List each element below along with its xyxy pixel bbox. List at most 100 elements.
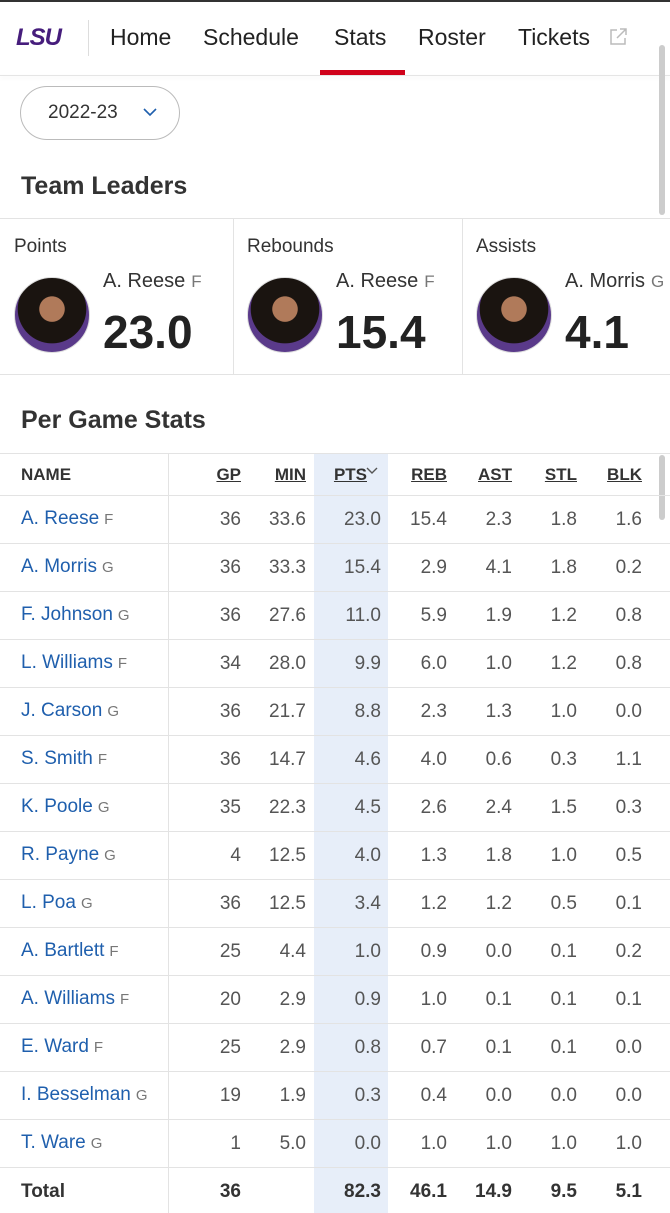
column-header[interactable]: MIN xyxy=(274,465,306,484)
stat-cell: 0.0 xyxy=(615,1085,642,1106)
nav-link[interactable]: Home xyxy=(110,24,172,50)
player-link[interactable]: E. Ward xyxy=(21,1036,89,1057)
stat-cell: 0.7 xyxy=(420,1037,447,1058)
stat-cell: 9.9 xyxy=(354,653,381,674)
position: G xyxy=(117,607,130,624)
position: F xyxy=(104,511,114,528)
player-link[interactable]: T. Ware xyxy=(21,1132,86,1153)
total-cell: 46.1 xyxy=(410,1181,447,1202)
nav-link[interactable]: Tickets xyxy=(518,24,590,50)
player-name[interactable]: A. Reese xyxy=(103,270,186,292)
stat-cell: 1.8 xyxy=(485,845,512,866)
position: G xyxy=(104,847,116,864)
stat-cell: 21.7 xyxy=(269,701,306,722)
season-selector[interactable] xyxy=(20,86,180,140)
stat-cell: 4.5 xyxy=(354,797,381,818)
player-name[interactable]: A. Reese xyxy=(336,270,419,292)
player-name[interactable]: A. Morris xyxy=(565,270,645,292)
stat-label: Points xyxy=(14,236,67,257)
stat-cell: 36 xyxy=(219,557,241,578)
stat-cell: 0.9 xyxy=(420,941,447,962)
nav-border xyxy=(0,75,670,76)
position: F xyxy=(93,1039,104,1056)
position: F xyxy=(424,272,435,291)
column-header: NAME xyxy=(21,465,72,484)
stat-cell: 12.5 xyxy=(269,893,306,914)
total-cell: 14.9 xyxy=(475,1181,512,1202)
column-header[interactable]: REB xyxy=(411,465,447,484)
stat-cell: 22.3 xyxy=(269,797,306,818)
player-link[interactable]: A. Reese xyxy=(21,508,100,529)
divider xyxy=(0,879,670,880)
stat-cell: 1.0 xyxy=(420,1133,447,1154)
stat-cell: 1.0 xyxy=(615,1133,642,1154)
divider xyxy=(0,1023,670,1024)
scrollbar xyxy=(659,45,665,215)
position: F xyxy=(117,655,128,672)
divider xyxy=(0,543,670,544)
divider xyxy=(0,1119,670,1120)
leader-name: A. Reese F xyxy=(103,270,202,293)
stat-cell: 1.6 xyxy=(615,509,642,530)
player-link[interactable]: A. Morris xyxy=(21,556,97,577)
player-cell: A. Reese F xyxy=(21,508,113,530)
player-link[interactable]: K. Poole xyxy=(21,796,93,817)
player-cell: S. Smith F xyxy=(21,748,107,770)
logo[interactable]: LSU xyxy=(16,24,62,51)
stat-cell: 36 xyxy=(219,893,241,914)
player-link[interactable]: R. Payne xyxy=(21,844,100,865)
stat-cell: 1.9 xyxy=(279,1085,306,1106)
player-link[interactable]: A. Bartlett xyxy=(21,940,105,961)
stat-cell: 34 xyxy=(219,653,241,674)
stat-cell: 15.4 xyxy=(344,557,381,578)
stat-cell: 1.1 xyxy=(615,749,642,770)
column-header[interactable]: GP xyxy=(216,465,241,484)
stat-cell: 2.6 xyxy=(420,797,447,818)
stat-cell: 1.2 xyxy=(550,605,577,626)
card-divider xyxy=(233,218,234,374)
leader-name: A. Reese F xyxy=(336,270,435,293)
player-link[interactable]: I. Besselman xyxy=(21,1084,131,1105)
section-title: Per Game Stats xyxy=(21,406,206,434)
divider xyxy=(0,975,670,976)
player-cell: A. Morris G xyxy=(21,556,114,578)
stat-cell: 0.1 xyxy=(615,989,642,1010)
player-avatar xyxy=(247,277,323,353)
player-cell: K. Poole G xyxy=(21,796,110,818)
player-cell: T. Ware G xyxy=(21,1132,102,1154)
stat-cell: 0.0 xyxy=(615,701,642,722)
section-title: Team Leaders xyxy=(21,172,188,200)
stat-cell: 0.1 xyxy=(615,893,642,914)
column-header[interactable]: AST xyxy=(478,465,512,484)
player-link[interactable]: L. Poa xyxy=(21,892,76,913)
total-cell: 9.5 xyxy=(550,1181,577,1202)
stat-cell: 0.1 xyxy=(550,989,577,1010)
stat-cell: 23.0 xyxy=(344,509,381,530)
column-header[interactable]: PTS xyxy=(333,465,367,484)
stat-cell: 0.2 xyxy=(615,557,642,578)
player-link[interactable]: J. Carson xyxy=(21,700,103,721)
stat-cell: 19 xyxy=(219,1085,241,1106)
nav-link[interactable]: Roster xyxy=(418,24,486,50)
divider xyxy=(0,374,670,375)
nav-link[interactable]: Stats xyxy=(334,24,387,50)
stat-cell: 0.4 xyxy=(420,1085,447,1106)
nav-link[interactable]: Schedule xyxy=(203,24,299,50)
stat-cell: 2.9 xyxy=(279,989,306,1010)
stat-cell: 2.9 xyxy=(279,1037,306,1058)
player-link[interactable]: L. Williams xyxy=(21,652,113,673)
stat-cell: 0.0 xyxy=(550,1085,577,1106)
player-link[interactable]: F. Johnson xyxy=(21,604,113,625)
stat-cell: 1.9 xyxy=(485,605,512,626)
stat-cell: 28.0 xyxy=(269,653,306,674)
stat-cell: 2.4 xyxy=(485,797,512,818)
scrollbar xyxy=(659,455,665,520)
stat-cell: 0.0 xyxy=(485,941,512,962)
total-label: Total xyxy=(21,1181,65,1202)
stat-cell: 20 xyxy=(219,989,241,1010)
divider xyxy=(0,495,670,496)
player-link[interactable]: A. Williams xyxy=(21,988,115,1009)
column-header[interactable]: BLK xyxy=(607,465,642,484)
column-header[interactable]: STL xyxy=(544,465,577,484)
player-link[interactable]: S. Smith xyxy=(21,748,93,769)
